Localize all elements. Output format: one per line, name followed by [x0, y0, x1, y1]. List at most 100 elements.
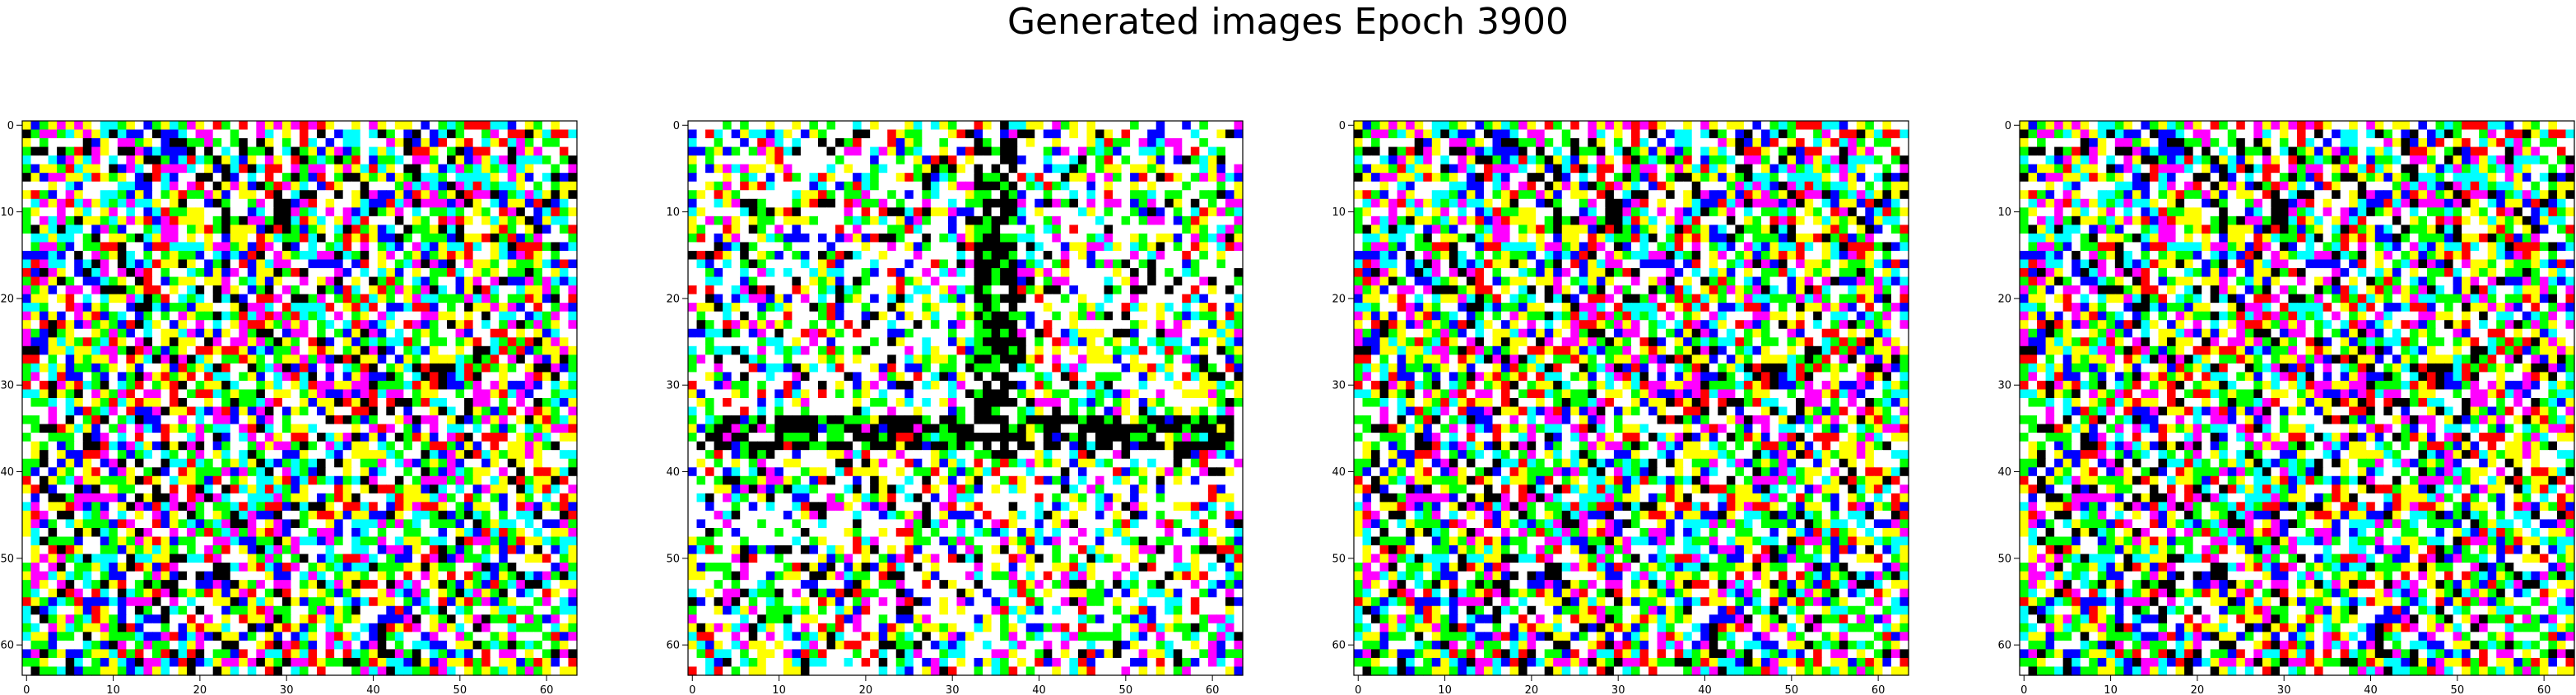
pixel: [369, 545, 379, 555]
pixel: [134, 225, 145, 234]
pixel: [65, 433, 75, 442]
pixel: [100, 207, 109, 217]
pixel: [65, 571, 75, 581]
pixel: [369, 632, 379, 642]
pixel: [481, 571, 491, 581]
pixel: [170, 527, 179, 538]
pixel: [499, 450, 509, 460]
pixel: [542, 215, 552, 225]
pixel: [264, 467, 275, 477]
pixel: [1077, 225, 1088, 234]
pixel: [533, 320, 543, 330]
pixel: [507, 311, 517, 321]
pixel: [160, 605, 170, 615]
pixel: [542, 155, 552, 165]
pixel: [291, 138, 300, 148]
pixel: [939, 164, 949, 174]
pixel: [1025, 155, 1035, 165]
pixel: [195, 424, 205, 433]
pixel: [109, 398, 119, 408]
pixel: [1199, 138, 1209, 148]
pixel: [394, 458, 404, 468]
pixel: [351, 207, 361, 217]
y-tick-label: 50: [0, 553, 14, 565]
pixel: [412, 666, 422, 676]
pixel: [134, 345, 145, 355]
pixel: [178, 250, 188, 261]
pixel: [947, 164, 958, 174]
pixel: [1173, 207, 1183, 217]
pixel: [187, 225, 197, 234]
pixel: [100, 640, 109, 651]
pixel: [1121, 138, 1131, 148]
pixel: [1008, 129, 1018, 139]
pixel: [178, 207, 188, 217]
pixel: [559, 571, 570, 581]
pixel: [178, 666, 188, 676]
pixel: [160, 345, 170, 355]
pixel: [481, 190, 491, 200]
pixel: [1225, 146, 1235, 156]
pixel: [1086, 225, 1096, 234]
pixel: [57, 242, 67, 252]
pixel: [281, 527, 292, 538]
pixel: [542, 475, 552, 485]
pixel: [48, 242, 58, 252]
pixel: [22, 519, 32, 529]
pixel: [817, 138, 828, 148]
pixel: [369, 536, 379, 546]
pixel: [568, 242, 578, 252]
pixel: [100, 233, 109, 243]
pixel: [212, 433, 222, 442]
pixel: [438, 406, 448, 416]
pixel: [65, 328, 75, 338]
pixel: [524, 380, 534, 391]
pixel: [239, 225, 249, 234]
pixel: [109, 268, 119, 278]
pixel: [1035, 164, 1044, 174]
pixel: [300, 320, 309, 330]
pixel: [74, 554, 84, 563]
pixel: [134, 450, 145, 460]
pixel: [499, 380, 509, 391]
pixel: [464, 155, 474, 165]
pixel: [723, 181, 732, 191]
pixel: [490, 164, 500, 174]
pixel: [134, 623, 145, 632]
pixel: [334, 363, 344, 373]
pixel: [221, 121, 231, 131]
pixel: [533, 632, 543, 642]
pixel: [792, 233, 802, 243]
pixel: [160, 623, 170, 632]
pixel: [74, 303, 84, 313]
pixel: [386, 519, 396, 529]
pixel: [325, 398, 335, 408]
pixel: [151, 303, 162, 313]
pixel: [499, 354, 509, 364]
pixel: [30, 233, 40, 243]
pixel: [568, 121, 578, 131]
pixel: [308, 328, 318, 338]
pixel: [212, 640, 222, 651]
pixel: [403, 303, 413, 313]
pixel: [212, 233, 222, 243]
pixel: [568, 554, 578, 563]
pixel: [542, 588, 552, 598]
pixel: [109, 276, 119, 286]
pixel: [1086, 129, 1096, 139]
pixel: [65, 536, 75, 546]
pixel: [481, 259, 491, 269]
pixel: [221, 173, 231, 183]
pixel: [481, 242, 491, 252]
pixel: [826, 181, 836, 191]
pixel: [134, 380, 145, 391]
pixel: [1113, 181, 1123, 191]
pixel: [559, 519, 570, 529]
pixel: [403, 563, 413, 572]
pixel: [195, 320, 205, 330]
pixel: [264, 597, 275, 607]
pixel: [1234, 129, 1244, 139]
pixel: [991, 173, 1001, 183]
pixel: [455, 406, 465, 416]
pixel: [187, 181, 197, 191]
